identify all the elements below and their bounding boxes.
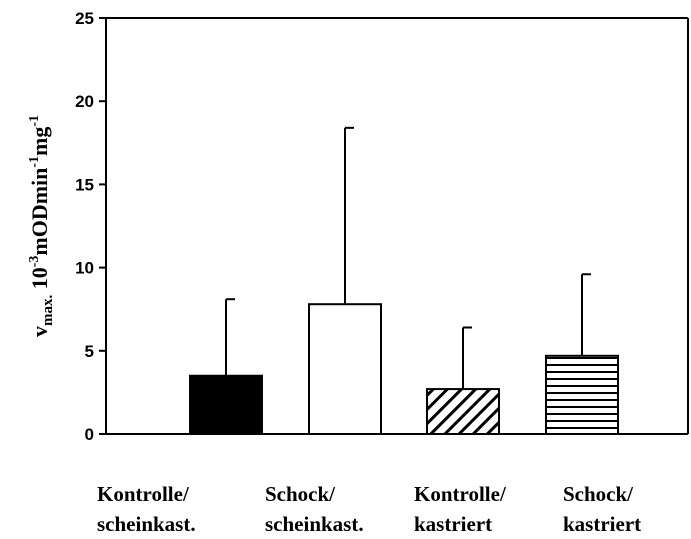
category-label-line2: kastriert: [414, 512, 492, 536]
y-tick-label: 0: [85, 425, 94, 444]
category-label-line2: scheinkast.: [97, 512, 196, 536]
category-label-line1: Schock/: [563, 482, 634, 506]
y-ticks: 0 5 10 15 20 25: [75, 9, 106, 444]
y-tick-label: 10: [75, 259, 94, 278]
bar: [308, 303, 382, 436]
plot-frame: [105, 17, 689, 435]
category-label-line2: kastriert: [563, 512, 641, 536]
category-label-line2: scheinkast.: [265, 512, 364, 536]
y-tick-label: 15: [75, 175, 94, 194]
bar: [545, 354, 619, 435]
bars: [189, 303, 619, 436]
category-label-line1: Kontrolle/: [414, 482, 507, 506]
bar: [189, 374, 263, 436]
y-axis-title: vmax. 10-3mODmin-1mg-1: [27, 115, 56, 337]
bar: [426, 388, 500, 435]
category-labels: Kontrolle/scheinkast. Schock/scheinkast. K…: [97, 482, 641, 536]
y-tick-label: 20: [75, 92, 94, 111]
y-tick-label: 5: [85, 342, 94, 361]
category-label-line1: Kontrolle/: [97, 482, 190, 506]
y-tick-label: 25: [75, 9, 94, 28]
error-bars: [225, 126, 591, 390]
category-label-line1: Schock/: [265, 482, 336, 506]
